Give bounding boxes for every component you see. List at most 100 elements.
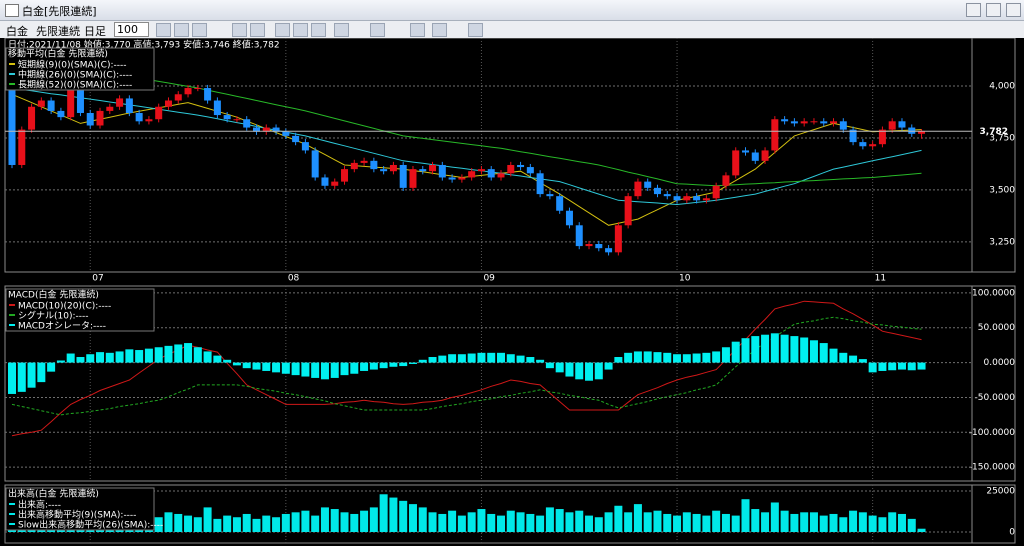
bar	[780, 334, 789, 363]
bar	[614, 505, 623, 532]
bar	[829, 513, 838, 532]
candle-body	[282, 131, 290, 136]
bar	[47, 362, 56, 372]
tool-button[interactable]	[468, 23, 483, 37]
candle-body	[243, 119, 251, 128]
candle-body	[429, 164, 437, 172]
bar	[56, 360, 65, 363]
legend-title: 移動平均(白金 先限連続)	[8, 48, 108, 60]
legend-entry: 出来高:----	[18, 499, 61, 511]
bar	[223, 359, 232, 363]
bar	[907, 518, 916, 532]
tool-button[interactable]	[370, 23, 385, 37]
candle-body	[96, 110, 104, 126]
candle-body	[399, 164, 407, 188]
bar	[536, 359, 545, 363]
bar	[731, 341, 740, 363]
bar	[184, 515, 193, 532]
tool-button[interactable]	[275, 23, 290, 37]
bar	[751, 509, 760, 532]
period-menu[interactable]: 日足	[84, 25, 106, 38]
bar	[8, 362, 16, 394]
bar	[819, 343, 828, 363]
bar	[232, 362, 241, 366]
candle-body	[849, 129, 857, 143]
candle-body	[732, 150, 740, 176]
bar	[203, 351, 212, 363]
bar	[653, 352, 662, 363]
tool-button[interactable]	[293, 23, 308, 37]
bar	[350, 362, 359, 374]
x-tick-label: 11	[875, 274, 886, 284]
tool-button[interactable]	[192, 23, 207, 37]
close-button[interactable]	[1006, 3, 1021, 17]
bar	[96, 352, 105, 363]
candle-body	[37, 100, 45, 107]
legend-box	[5, 487, 155, 531]
panel	[4, 38, 1016, 273]
candle-body	[653, 187, 661, 195]
bar	[438, 355, 447, 363]
candle-body	[389, 164, 397, 172]
tool-button[interactable]	[432, 23, 447, 37]
candle-body	[125, 98, 133, 113]
candle-body	[419, 169, 427, 172]
bar	[330, 362, 339, 378]
candle-body	[507, 164, 515, 174]
candle-body	[360, 160, 368, 163]
candle-body	[350, 162, 358, 170]
candle-body	[204, 88, 212, 101]
candle-body	[233, 119, 241, 121]
bar	[379, 362, 388, 369]
bar	[633, 504, 642, 532]
bar	[360, 362, 369, 371]
candle-body	[693, 196, 701, 201]
bar	[203, 507, 212, 532]
bar	[281, 513, 290, 532]
contract-menu[interactable]: 先限連続	[36, 25, 80, 38]
candle-body	[742, 150, 749, 153]
bar	[242, 513, 251, 532]
bar	[487, 352, 496, 363]
bar	[673, 354, 682, 363]
tool-button[interactable]	[232, 23, 247, 37]
legend-entry: 短期線(9)(0)(SMA)(C):----	[18, 59, 126, 71]
minimize-button[interactable]	[966, 3, 981, 17]
tool-button[interactable]	[250, 23, 265, 37]
tool-button[interactable]	[156, 23, 171, 37]
tool-button[interactable]	[334, 23, 349, 37]
bar-count-input[interactable]: 100	[114, 22, 149, 37]
bar	[320, 362, 329, 380]
bar	[144, 348, 153, 363]
bar	[428, 357, 437, 363]
bar	[340, 512, 349, 532]
bar	[272, 517, 281, 532]
bar	[692, 353, 701, 363]
panel	[4, 484, 1016, 544]
tool-button[interactable]	[311, 23, 326, 37]
candle-body	[634, 181, 642, 197]
candle-body	[116, 98, 124, 107]
symbol-menu[interactable]: 白金	[6, 25, 28, 38]
bar	[907, 362, 916, 371]
y-tick-label: -100.0000	[969, 428, 1015, 438]
bar	[702, 352, 711, 363]
bar	[839, 352, 848, 363]
legend-entry: MACD(10)(20)(C):----	[18, 302, 111, 312]
x-tick-label: 10	[679, 274, 691, 284]
bar	[301, 362, 310, 377]
bar	[477, 509, 486, 532]
bar	[526, 513, 535, 532]
tool-button[interactable]	[410, 23, 425, 37]
bar	[320, 507, 329, 532]
bar	[604, 512, 613, 532]
bar	[174, 344, 183, 363]
bar	[565, 512, 574, 532]
tool-button[interactable]	[174, 23, 189, 37]
maximize-button[interactable]	[986, 3, 1001, 17]
candle-body	[86, 112, 94, 126]
bar	[663, 352, 672, 363]
bar	[369, 362, 378, 370]
candle-body	[262, 127, 270, 132]
